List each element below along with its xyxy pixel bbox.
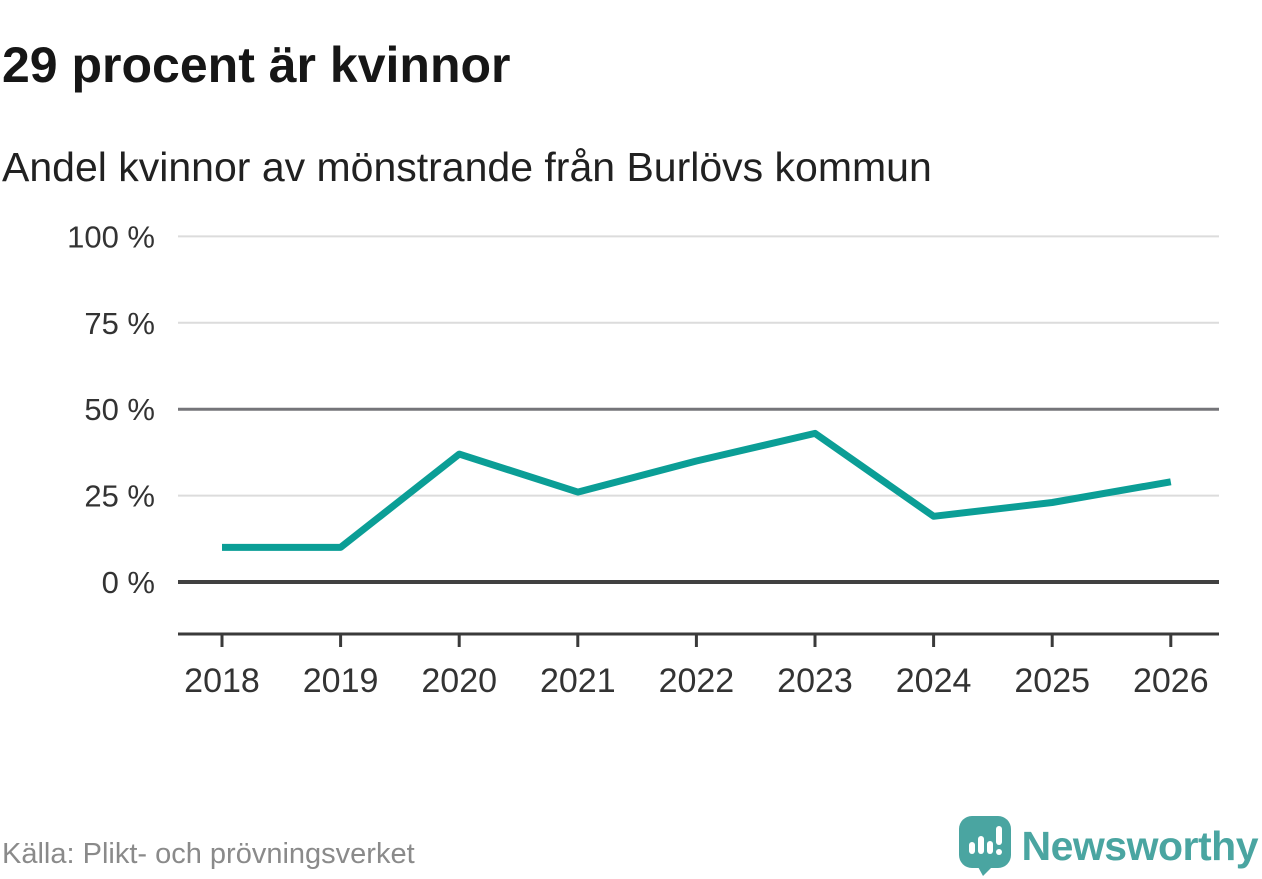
x-axis-label: 2020 (421, 662, 497, 700)
chart-subtitle: Andel kvinnor av mönstrande från Burlövs… (2, 144, 932, 190)
brand-name: Newsworthy (1021, 822, 1259, 869)
y-axis-label: 50 % (84, 392, 155, 427)
y-axis-label: 75 % (84, 306, 155, 341)
x-axis-label: 2023 (777, 662, 853, 700)
y-axis-label: 100 % (67, 219, 155, 254)
newsworthy-logo: Newsworthy (958, 815, 1259, 877)
x-axis-label: 2026 (1133, 662, 1209, 700)
x-axis-label: 2018 (184, 662, 260, 700)
x-axis-label: 2024 (896, 662, 972, 700)
source-note: Källa: Plikt- och prövningsverket (2, 838, 415, 870)
newsworthy-bubble-chart-icon (958, 815, 1012, 877)
trend-line (222, 429, 1172, 551)
y-axis-label: 25 % (84, 479, 155, 514)
x-axis-label: 2019 (303, 662, 379, 700)
x-axis-label: 2022 (659, 662, 735, 700)
x-axis-label: 2021 (540, 662, 616, 700)
y-axis-label: 0 % (102, 565, 155, 600)
page-title: 29 procent är kvinnor (2, 36, 511, 93)
x-axis-label: 2025 (1014, 662, 1090, 700)
